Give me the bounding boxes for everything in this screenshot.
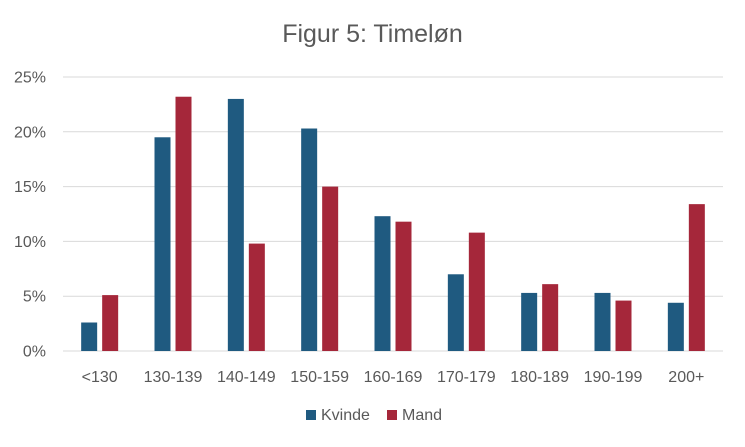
y-axis-ticks: 0% 5% 10% 15% 20% 25% <box>14 70 46 361</box>
x-tick-label: <130 <box>82 369 118 386</box>
x-tick-label: 200+ <box>668 369 704 386</box>
gridlines <box>63 76 723 352</box>
legend-swatch-mand <box>387 410 397 420</box>
bar-mand-2 <box>175 96 192 351</box>
y-tick-label: 25% <box>14 70 46 87</box>
x-tick-label: 180-189 <box>510 369 569 386</box>
legend-swatch-kvinde <box>306 410 316 420</box>
bar-kvinde-7 <box>521 292 538 351</box>
bar-mand-1 <box>102 295 119 351</box>
legend-label-kvinde: Kvinde <box>321 407 370 424</box>
bar-mand-8 <box>615 300 632 351</box>
bar-mand-6 <box>468 232 485 351</box>
bar-kvinde-8 <box>594 292 611 351</box>
x-tick-label: 190-199 <box>584 369 643 386</box>
bar-mand-5 <box>395 221 412 351</box>
legend: Kvinde Mand <box>306 407 442 424</box>
y-tick-label: 0% <box>23 344 46 361</box>
y-tick-label: 10% <box>14 234 46 251</box>
bar-kvinde-2 <box>154 137 171 351</box>
x-tick-label: 160-169 <box>364 369 423 386</box>
bars <box>81 96 705 351</box>
y-tick-label: 5% <box>23 289 46 306</box>
bar-kvinde-4 <box>301 128 318 351</box>
legend-label-mand: Mand <box>402 407 442 424</box>
y-tick-label: 20% <box>14 124 46 141</box>
bar-kvinde-3 <box>227 98 244 351</box>
x-tick-label: 140-149 <box>217 369 276 386</box>
x-tick-label: 170-179 <box>437 369 496 386</box>
y-tick-label: 15% <box>14 179 46 196</box>
x-axis-ticks: <130 130-139 140-149 150-159 160-169 170-179 1… <box>82 369 705 386</box>
bar-mand-7 <box>542 284 559 351</box>
chart-title: Figur 5: Timeløn <box>282 20 463 48</box>
x-tick-label: 150-159 <box>290 369 349 386</box>
bar-kvinde-9 <box>667 302 684 351</box>
x-tick-label: 130-139 <box>144 369 203 386</box>
bar-mand-3 <box>248 243 265 351</box>
bar-kvinde-6 <box>447 274 464 351</box>
bar-mand-9 <box>688 204 705 351</box>
bar-kvinde-5 <box>374 216 391 351</box>
bar-mand-4 <box>322 186 339 351</box>
bar-kvinde-1 <box>81 322 98 351</box>
